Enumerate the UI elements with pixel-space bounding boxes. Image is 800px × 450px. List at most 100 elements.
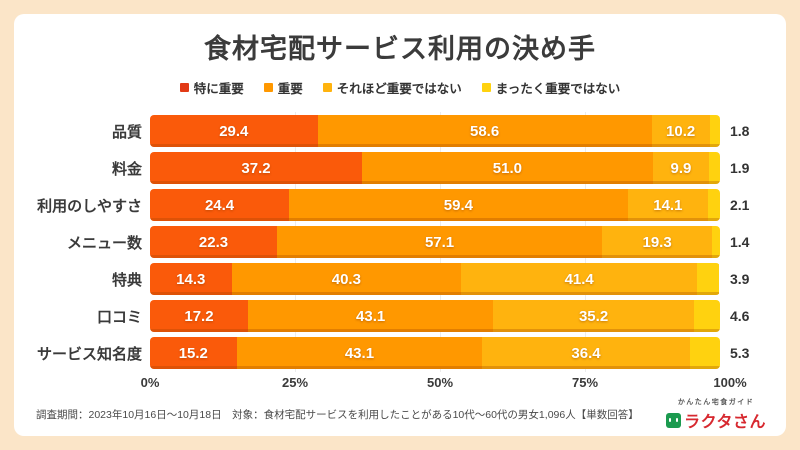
category-label: 料金 xyxy=(111,160,142,178)
bar-segment-2: 40.3 xyxy=(231,263,462,295)
bar-segment-2: 57.1 xyxy=(276,226,603,258)
segment-value-label: 22.3 xyxy=(198,233,229,251)
segment-value-label: 15.2 xyxy=(178,344,208,362)
bar-segment-3: 41.4 xyxy=(461,263,698,295)
outside-value-label: 3.9 xyxy=(730,271,750,287)
bar-segment-1: 22.3 xyxy=(150,226,277,258)
bar-track: 15.2 43.1 36.4 xyxy=(150,337,720,369)
segment-value-label: 24.4 xyxy=(204,196,235,214)
bar-segment-1: 15.2 xyxy=(150,337,237,369)
bar-segment-3: 10.2 xyxy=(651,115,710,147)
bar-segment-1: 37.2 xyxy=(150,152,363,184)
segment-value-label: 58.6 xyxy=(469,122,500,140)
legend-item-4: まったく重要ではない xyxy=(481,78,621,97)
segment-value-label: 29.4 xyxy=(219,122,249,140)
outside-value-label: 1.9 xyxy=(730,160,750,176)
legend-swatch-icon xyxy=(481,83,491,92)
bar-segment-3: 19.3 xyxy=(602,226,713,258)
chart-title: 食材宅配サービス利用の決め手 xyxy=(204,34,596,64)
bar-row: サービス知名度 15.2 43.1 36.4 5.3 xyxy=(34,337,770,369)
legend-label: 特に重要 xyxy=(193,82,244,96)
chart-card: 食材宅配サービス利用の決め手 特に重要 重要 それほど重要ではない まったく重要ではな… xyxy=(14,14,786,436)
legend-item-3: それほど重要ではない xyxy=(322,78,462,97)
bar-row: メニュー数 22.3 57.1 19.3 1.4 xyxy=(34,226,770,258)
legend-swatch-icon xyxy=(179,83,189,92)
bar-row: 利用のしやすさ 24.4 59.4 14.1 2.1 xyxy=(34,189,770,221)
bar-segment-1: 24.4 xyxy=(150,189,290,221)
outside-value-label: 1.8 xyxy=(730,123,750,139)
segment-value-label: 59.4 xyxy=(443,196,473,214)
category-label: 特典 xyxy=(111,271,142,289)
segment-value-label: 35.2 xyxy=(578,307,609,325)
bar-row: 口コミ 17.2 43.1 35.2 4.6 xyxy=(34,300,770,332)
bar-track: 14.3 40.3 41.4 xyxy=(150,263,720,295)
outside-value-label: 4.6 xyxy=(730,308,750,324)
bar-row: 特典 14.3 40.3 41.4 3.9 xyxy=(34,263,770,295)
bar-row: 品質 29.4 58.6 10.2 1.8 xyxy=(34,115,770,147)
bar-rows: 品質 29.4 58.6 10.2 1.8 料金 37.2 51.0 9.9 1.9 利用のしやすさ… xyxy=(34,115,770,369)
bar-segment-2: 43.1 xyxy=(236,337,483,369)
category-label: 品質 xyxy=(111,123,142,141)
legend-item-2: 重要 xyxy=(263,78,303,97)
bar-segment-4 xyxy=(693,300,720,332)
legend-swatch-icon xyxy=(322,83,332,92)
logo-mascot-icon xyxy=(666,412,682,428)
bar-segment-4 xyxy=(697,263,720,295)
segment-value-label: 41.4 xyxy=(564,270,594,288)
legend-item-1: 特に重要 xyxy=(179,78,244,97)
outside-value-label: 2.1 xyxy=(730,197,750,213)
bar-track: 37.2 51.0 9.9 xyxy=(150,152,720,184)
bar-segment-3: 36.4 xyxy=(482,337,690,369)
segment-value-label: 43.1 xyxy=(356,307,386,325)
segment-value-label: 51.0 xyxy=(492,159,522,177)
segment-value-label: 14.3 xyxy=(176,270,206,288)
bar-segment-1: 29.4 xyxy=(150,115,318,147)
segment-value-label: 19.3 xyxy=(642,233,672,251)
segment-value-label: 10.2 xyxy=(666,122,696,140)
category-label: メニュー数 xyxy=(66,234,142,252)
bar-segment-1: 14.3 xyxy=(150,263,232,295)
legend: 特に重要 重要 それほど重要ではない まったく重要ではない xyxy=(14,78,786,97)
bar-segment-2: 51.0 xyxy=(362,152,653,184)
logo-name: ラクタさん xyxy=(684,414,766,431)
bar-segment-3: 9.9 xyxy=(652,152,710,184)
segment-value-label: 36.4 xyxy=(571,344,601,362)
legend-label: それほど重要ではない xyxy=(336,82,462,96)
legend-label: まったく重要ではない xyxy=(495,82,621,96)
segment-value-label: 40.3 xyxy=(331,270,361,288)
bar-segment-2: 58.6 xyxy=(317,115,652,147)
legend-label: 重要 xyxy=(277,82,303,96)
bar-segment-4 xyxy=(709,115,720,147)
bar-segment-2: 59.4 xyxy=(289,189,628,221)
bar-segment-4 xyxy=(708,189,720,221)
segment-value-label: 17.2 xyxy=(184,307,214,325)
bar-segment-1: 17.2 xyxy=(150,300,248,332)
bar-track: 29.4 58.6 10.2 xyxy=(150,115,720,147)
axis-tick-label: 75% xyxy=(571,375,599,390)
footer: 調査期間：2023年10月16日～10月18日 対象：食材宅配サービスを利用した… xyxy=(36,397,772,432)
survey-note: 調査期間：2023年10月16日～10月18日 対象：食材宅配サービスを利用した… xyxy=(36,409,639,421)
logo: かんたん宅食ガイド ラクタさん xyxy=(666,397,772,432)
segment-value-label: 43.1 xyxy=(344,344,375,362)
bar-segment-2: 43.1 xyxy=(247,300,494,332)
category-label: 利用のしやすさ xyxy=(37,197,142,215)
bar-segment-4 xyxy=(709,152,720,184)
axis-tick-label: 0% xyxy=(140,375,160,390)
logo-line: ラクタさん xyxy=(666,408,766,432)
outside-value-label: 1.4 xyxy=(730,234,750,250)
logo-tagline: かんたん宅食ガイド xyxy=(677,399,755,406)
bar-segment-4 xyxy=(712,226,720,258)
category-label: サービス知名度 xyxy=(36,345,142,363)
outside-value-label: 5.3 xyxy=(730,345,750,361)
segment-value-label: 14.1 xyxy=(653,196,683,214)
category-label: 口コミ xyxy=(96,308,142,326)
axis-tick-label: 50% xyxy=(426,375,454,390)
bar-segment-3: 35.2 xyxy=(493,300,694,332)
segment-value-label: 9.9 xyxy=(670,159,692,177)
chart-area: 品質 29.4 58.6 10.2 1.8 料金 37.2 51.0 9.9 1.9 利用のしやすさ… xyxy=(34,112,770,395)
bar-segment-4 xyxy=(689,337,720,369)
segment-value-label: 37.2 xyxy=(241,159,271,177)
bar-row: 料金 37.2 51.0 9.9 1.9 xyxy=(34,152,770,184)
bar-segment-3: 14.1 xyxy=(627,189,709,221)
axis-tick-label: 100% xyxy=(713,375,747,390)
